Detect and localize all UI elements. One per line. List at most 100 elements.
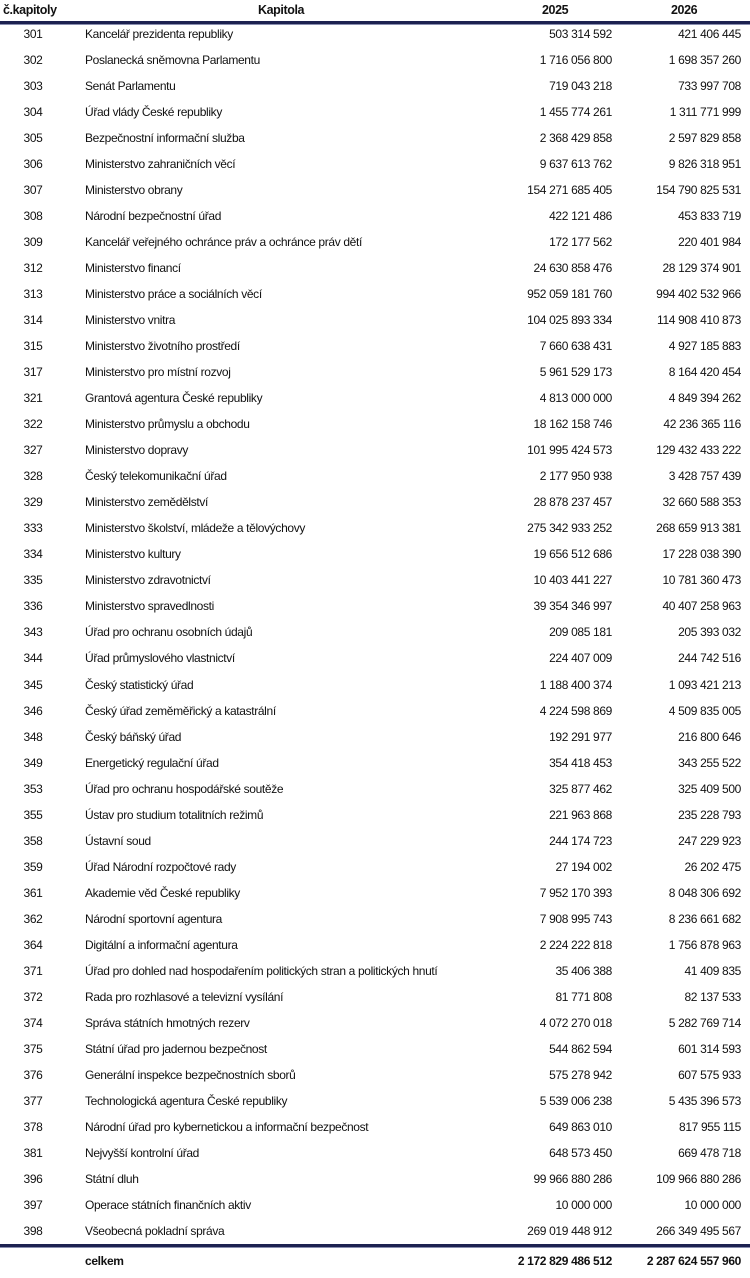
- table-row: 328 Český telekomunikační úřad 2 177 950 9…: [0, 463, 750, 489]
- value-2025: 7 908 995 743: [539, 911, 613, 926]
- chapter-number: 308: [23, 209, 43, 224]
- value-2025: 192 291 977: [549, 729, 612, 744]
- table-row: 398 Všeobecná pokladní správa 269 019 448 …: [0, 1218, 750, 1244]
- value-2026: 26 202 475: [684, 859, 741, 874]
- chapter-name: Grantová agentura České republiky: [85, 391, 263, 406]
- table-row: 306 Ministerstvo zahraničních věcí 9 637 6…: [0, 151, 750, 177]
- header-chapter-number: č.kapitoly: [3, 3, 57, 17]
- chapter-number: 322: [23, 417, 43, 432]
- table-row: 376 Generální inspekce bezpečnostních sbo…: [0, 1062, 750, 1088]
- value-2026: 4 927 185 883: [668, 339, 742, 354]
- value-2025: 648 573 450: [549, 1145, 612, 1160]
- chapter-number: 346: [23, 703, 43, 718]
- chapter-number: 381: [23, 1145, 43, 1160]
- table-row: 305 Bezpečnostní informační služba 2 368 4…: [0, 125, 750, 151]
- chapter-number: 307: [23, 183, 43, 198]
- table-row: 329 Ministerstvo zemědělství 28 878 237 45…: [0, 489, 750, 515]
- chapter-name: Akademie věd České republiky: [85, 885, 240, 900]
- chapter-number: 362: [23, 911, 43, 926]
- table-row: 301 Kancelář prezidenta republiky 503 314 …: [0, 21, 750, 47]
- chapter-number: 349: [23, 755, 43, 770]
- value-2025: 28 878 237 457: [533, 495, 612, 510]
- table-row: 375 Státní úřad pro jadernou bezpečnost 54…: [0, 1036, 750, 1062]
- value-2026: 5 435 396 573: [668, 1093, 742, 1108]
- value-2025: 24 630 858 476: [533, 261, 612, 276]
- table-header: č.kapitoly Kapitola 2025 2026: [0, 0, 750, 22]
- value-2025: 544 862 594: [549, 1041, 612, 1056]
- chapter-name: Český úřad zeměměřický a katastrální: [85, 703, 276, 718]
- value-2026: 733 997 708: [678, 79, 741, 94]
- table-row: 327 Ministerstvo dopravy 101 995 424 573 12…: [0, 437, 750, 463]
- chapter-number: 315: [23, 339, 43, 354]
- value-2026: 42 236 365 116: [663, 417, 741, 432]
- chapter-number: 398: [23, 1223, 43, 1238]
- chapter-name: Nejvyšší kontrolní úřad: [85, 1145, 200, 1160]
- value-2026: 268 659 913 381: [656, 521, 741, 536]
- chapter-number: 364: [23, 937, 43, 952]
- value-2025: 269 019 448 912: [527, 1223, 612, 1238]
- value-2025: 209 085 181: [549, 625, 612, 640]
- chapter-number: 336: [23, 599, 43, 614]
- table-row: 358 Ústavní soud 244 174 723 247 229 923: [0, 828, 750, 854]
- chapter-number: 302: [23, 53, 43, 68]
- value-2025: 354 418 453: [549, 755, 612, 770]
- chapter-name: Ministerstvo zdravotnictví: [85, 573, 211, 588]
- chapter-name: Ministerstvo financí: [85, 261, 181, 276]
- table-row: 362 Národní sportovní agentura 7 908 995 7…: [0, 906, 750, 932]
- value-2026: 343 255 522: [678, 755, 741, 770]
- value-2025: 2 177 950 938: [539, 469, 613, 484]
- table-row: 322 Ministerstvo průmyslu a obchodu 18 162…: [0, 411, 750, 437]
- value-2025: 221 963 868: [549, 807, 612, 822]
- chapter-number: 378: [23, 1119, 43, 1134]
- value-2025: 81 771 808: [555, 989, 612, 1004]
- table-row: 314 Ministerstvo vnitra 104 025 893 334 114…: [0, 307, 750, 333]
- table-row: 361 Akademie věd České republiky 7 952 170…: [0, 880, 750, 906]
- table-row: 349 Energetický regulační úřad 354 418 453…: [0, 750, 750, 776]
- value-2026: 607 575 933: [678, 1067, 741, 1082]
- value-2025: 4 072 270 018: [539, 1015, 613, 1030]
- value-2025: 503 314 592: [549, 27, 612, 41]
- chapter-number: 348: [23, 729, 43, 744]
- table-row: 302 Poslanecká sněmovna Parlamentu 1 716 0…: [0, 47, 750, 73]
- chapter-number: 375: [23, 1041, 43, 1056]
- chapter-number: 359: [23, 859, 43, 874]
- table-row: 345 Český statistický úřad 1 188 400 374 1 …: [0, 672, 750, 698]
- table-row: 309 Kancelář veřejného ochránce práv a oc…: [0, 229, 750, 255]
- chapter-number: 333: [23, 521, 43, 536]
- chapter-name: Ministerstvo životního prostředí: [85, 339, 240, 354]
- value-2025: 5 539 006 238: [539, 1093, 613, 1108]
- chapter-number: 312: [23, 261, 43, 276]
- value-2025: 7 660 638 431: [539, 339, 613, 354]
- table-row: 315 Ministerstvo životního prostředí 7 660…: [0, 333, 750, 359]
- chapter-number: 327: [23, 443, 43, 458]
- value-2025: 325 877 462: [549, 781, 612, 796]
- chapter-name: Národní sportovní agentura: [85, 911, 222, 926]
- total-2025: 2 172 829 486 512: [517, 1254, 613, 1268]
- table-row: 381 Nejvyšší kontrolní úřad 648 573 450 669…: [0, 1140, 750, 1166]
- chapter-name: Český statistický úřad: [85, 677, 194, 692]
- value-2026: 994 402 532 966: [656, 287, 741, 302]
- table-row: 353 Úřad pro ochranu hospodářské soutěže 3…: [0, 776, 750, 802]
- value-2026: 817 955 115: [679, 1119, 741, 1134]
- chapter-name: Všeobecná pokladní správa: [85, 1223, 225, 1238]
- value-2025: 9 637 613 762: [539, 157, 613, 172]
- chapter-number: 328: [23, 469, 43, 484]
- table-row: 397 Operace státních finančních aktiv 10 0…: [0, 1192, 750, 1218]
- value-2026: 1 311 771 999: [669, 105, 742, 120]
- value-2025: 172 177 562: [549, 235, 612, 250]
- chapter-name: Kancelář prezidenta republiky: [85, 27, 233, 41]
- chapter-number: 335: [23, 573, 43, 588]
- chapter-name: Kancelář veřejného ochránce práv a ochrá…: [85, 235, 362, 250]
- chapter-number: 317: [23, 365, 43, 380]
- chapter-name: Český telekomunikační úřad: [85, 469, 227, 484]
- value-2026: 453 833 719: [678, 209, 741, 224]
- chapter-name: Ministerstvo spravedlnosti: [85, 599, 214, 614]
- chapter-name: Ministerstvo práce a sociálních věcí: [85, 287, 262, 302]
- chapter-number: 329: [23, 495, 43, 510]
- chapter-number: 301: [23, 27, 43, 41]
- chapter-number: 396: [23, 1171, 43, 1186]
- chapter-name: Poslanecká sněmovna Parlamentu: [85, 53, 260, 68]
- table-row: 371 Úřad pro dohled nad hospodařením poli…: [0, 958, 750, 984]
- header-chapter-name: Kapitola: [258, 3, 305, 17]
- value-2025: 35 406 388: [555, 963, 612, 978]
